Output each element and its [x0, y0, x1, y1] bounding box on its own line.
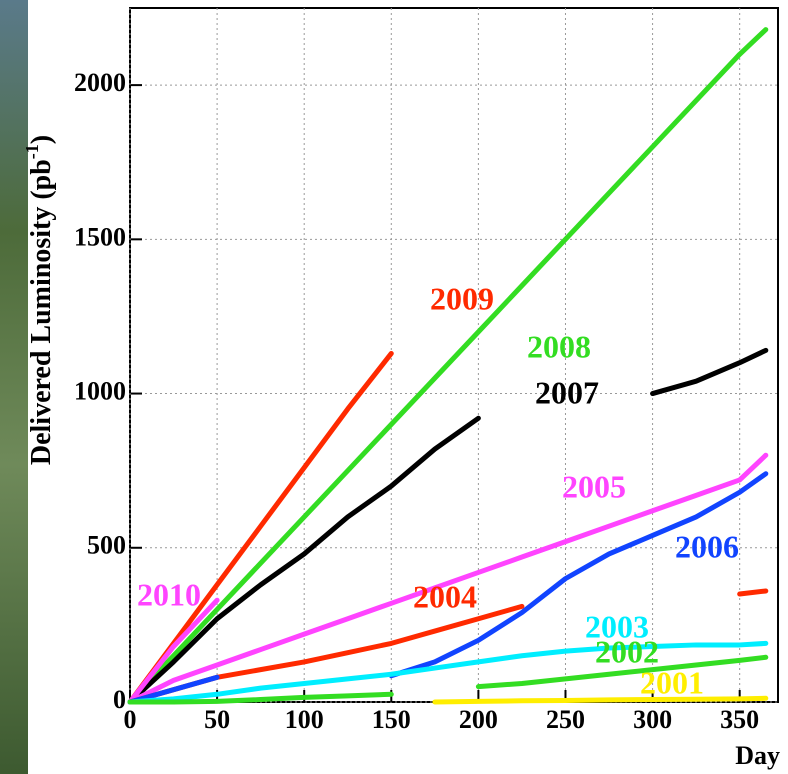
- y-tick-label: 2000: [74, 68, 126, 97]
- y-tick-label: 1500: [74, 222, 126, 251]
- page: {"chart_data": {"type": "line", "y_label…: [0, 0, 788, 774]
- x-tick-label: 200: [459, 705, 498, 734]
- x-tick-label: 350: [720, 705, 759, 734]
- series-label: 2001: [640, 664, 704, 700]
- series-label: 2004: [413, 578, 477, 614]
- x-axis-label: Day: [735, 741, 780, 770]
- y-axis-label-end: ): [26, 135, 57, 144]
- x-tick-label: 150: [372, 705, 411, 734]
- series-label: 2008: [527, 328, 591, 364]
- x-tick-label: 0: [124, 705, 137, 734]
- y-axis-label: Delivered Luminosity (pb-1): [22, 135, 57, 465]
- x-tick-label: 250: [546, 705, 585, 734]
- series-label: 2005: [562, 468, 626, 504]
- series-line: [435, 698, 766, 702]
- chart: Delivered Luminosity (pb-1) Day 0 500 1000…: [0, 0, 788, 774]
- x-tick-label: 50: [204, 705, 230, 734]
- x-tick-label: 300: [633, 705, 672, 734]
- y-tick-label: 1000: [74, 377, 126, 406]
- series-label: 2010: [137, 576, 201, 612]
- series-label: 2007: [535, 374, 599, 410]
- x-tick-label: 100: [285, 705, 324, 734]
- y-axis-label-sup: -1: [22, 144, 42, 159]
- series-label: 2006: [675, 528, 739, 564]
- y-axis-label-text: Delivered Luminosity (pb: [26, 159, 57, 465]
- photo-strip: [0, 0, 28, 774]
- series-line: [130, 600, 217, 702]
- series-label: 2009: [430, 280, 494, 316]
- y-tick-label: 500: [87, 531, 126, 560]
